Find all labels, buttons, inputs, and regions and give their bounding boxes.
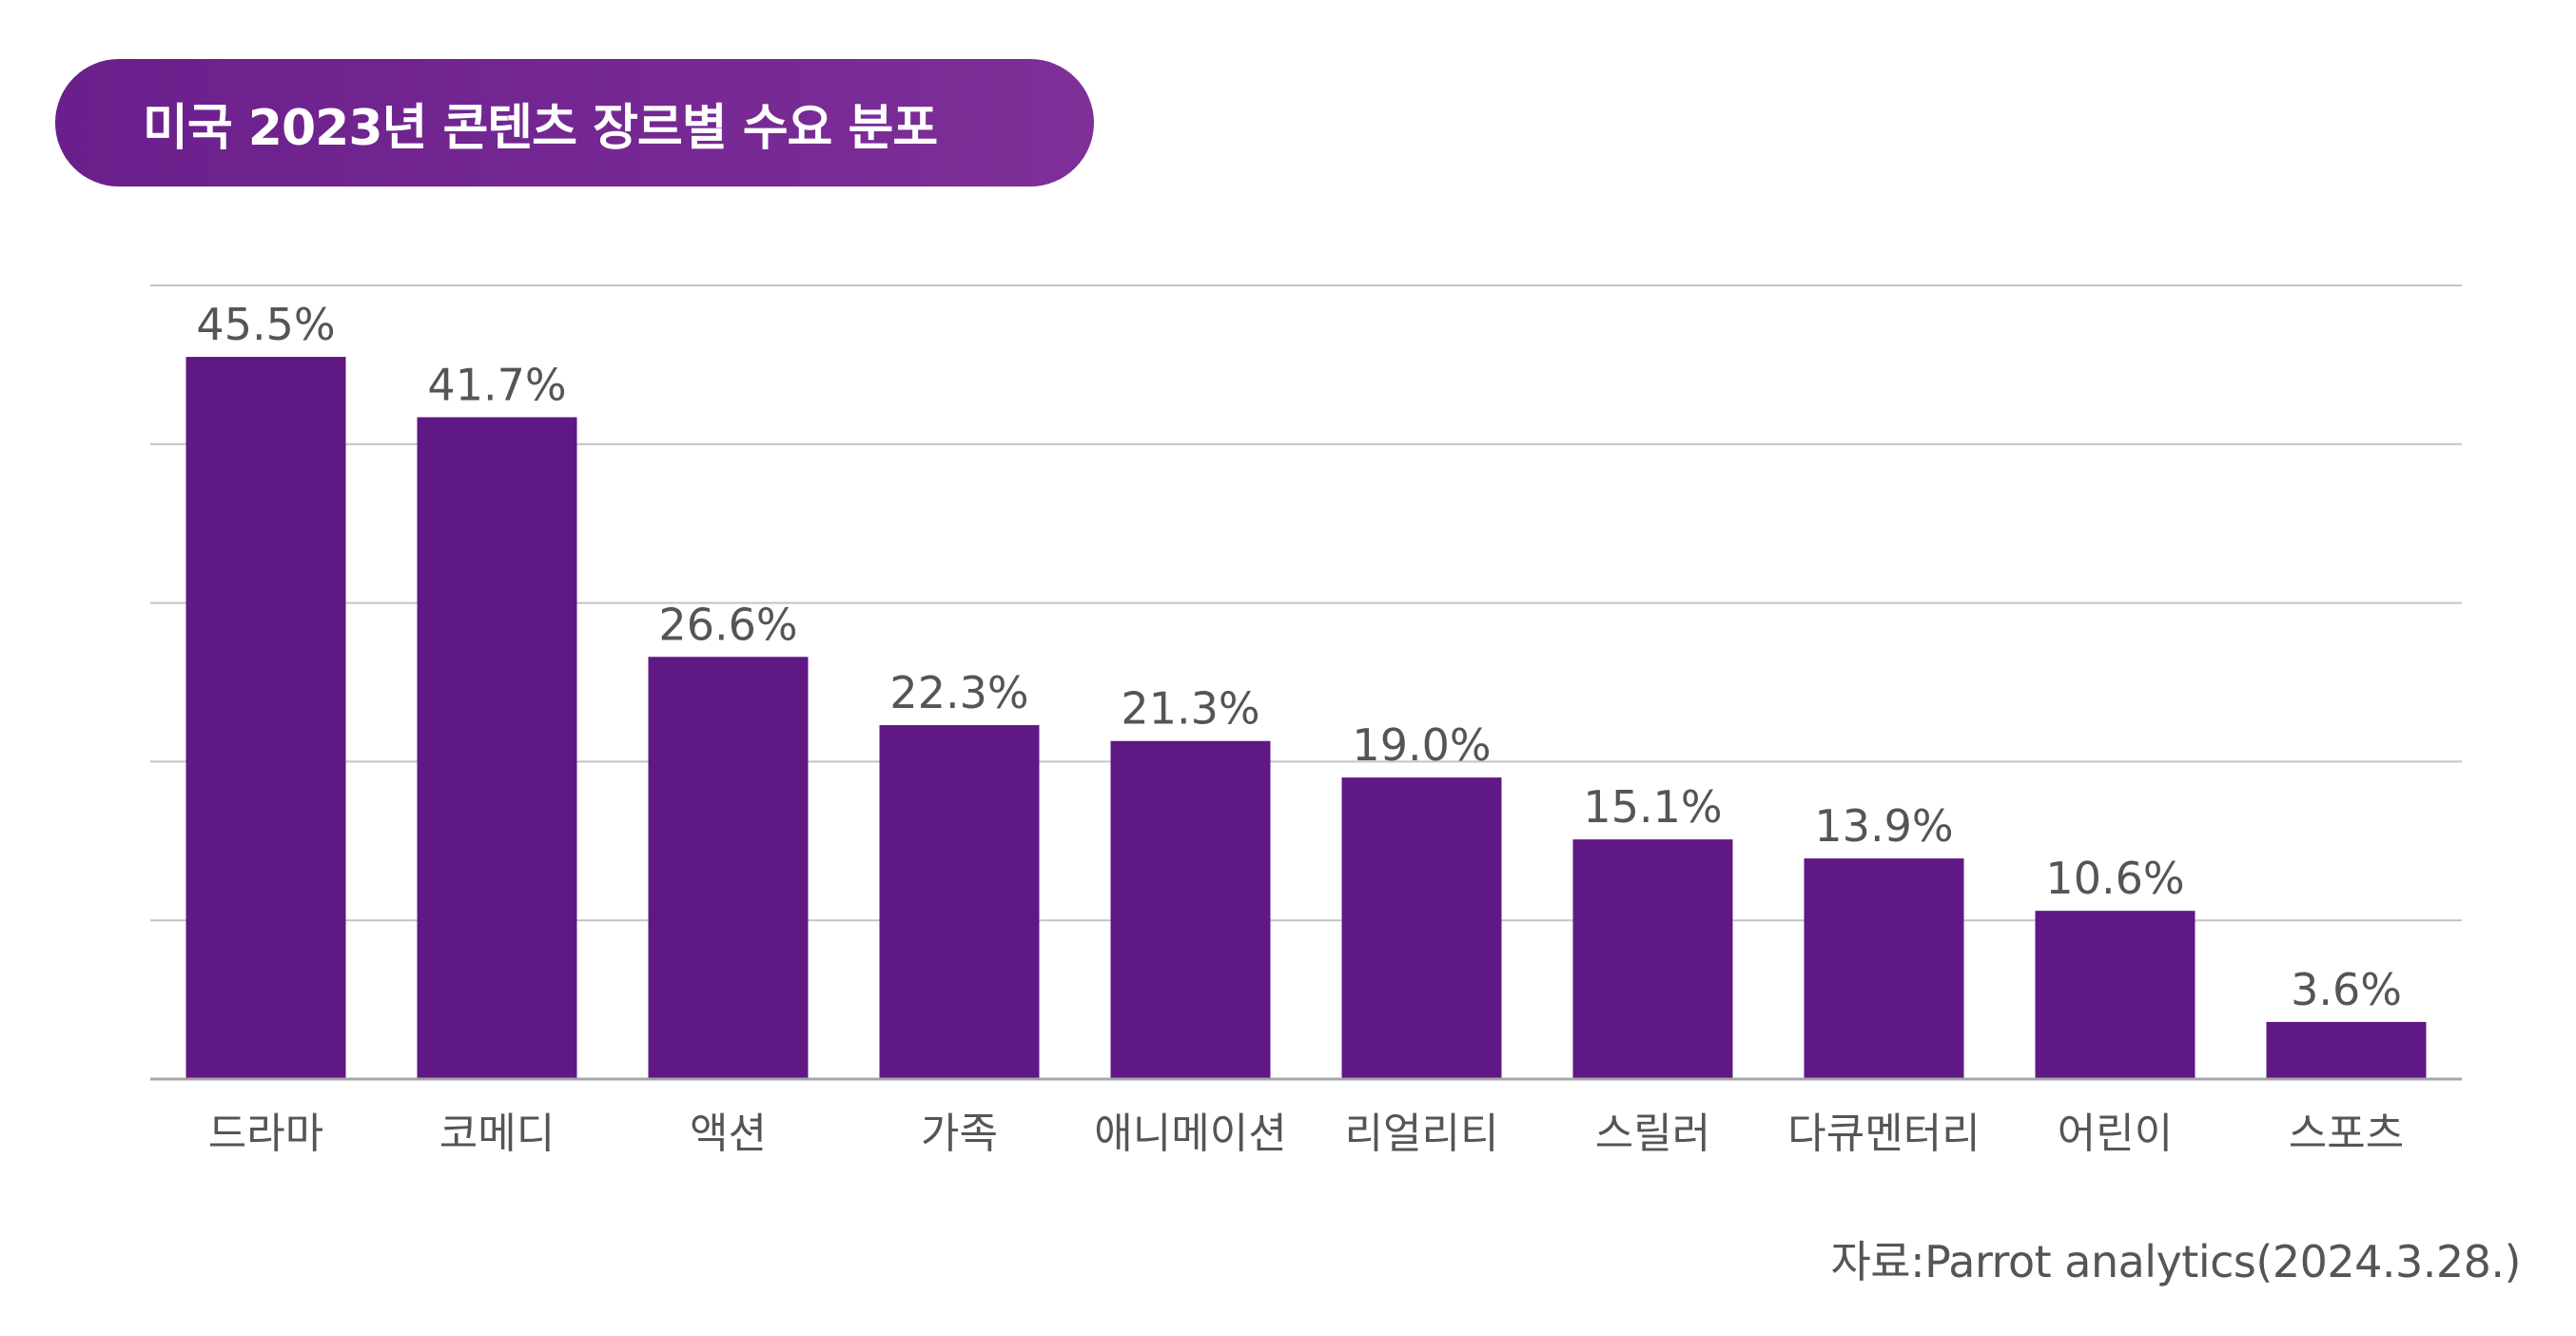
- data-label: 26.6%: [658, 599, 797, 650]
- data-labels: 45.5% 41.7% 26.6% 22.3% 21.3% 19.0% 15.1% 13.9%…: [196, 299, 2402, 1015]
- category-label: 어린이: [2058, 1110, 2173, 1158]
- bar: [2266, 1021, 2427, 1079]
- bar: [185, 357, 346, 1079]
- bar-chart: 45.5% 41.7% 26.6% 22.3% 21.3% 19.0% 15.1% 13.9%…: [150, 285, 2462, 1158]
- bar: [1341, 777, 1502, 1079]
- category-label: 애니메이션: [1094, 1110, 1286, 1158]
- bar: [648, 657, 809, 1079]
- bar: [879, 725, 1040, 1079]
- bar: [1804, 858, 1964, 1079]
- category-label: 가족: [921, 1110, 998, 1158]
- source-note: 자료:Parrot analytics(2024.3.28.): [1830, 1236, 2521, 1287]
- data-label: 41.7%: [427, 359, 566, 410]
- category-label: 코메디: [439, 1110, 555, 1158]
- data-label: 15.1%: [1583, 781, 1722, 833]
- data-label: 10.6%: [2045, 853, 2184, 904]
- category-label: 스포츠: [2289, 1110, 2404, 1158]
- data-label: 3.6%: [2291, 964, 2402, 1015]
- bars: [185, 357, 2427, 1080]
- category-labels: 드라마 코메디 액션 가족 애니메이션 리얼리티 스릴러 다큐멘터리 어린이 스포츠: [208, 1110, 2404, 1158]
- data-label: 19.0%: [1352, 719, 1491, 771]
- data-label: 21.3%: [1121, 683, 1259, 735]
- data-label: 45.5%: [196, 299, 335, 350]
- bar: [1110, 740, 1271, 1079]
- data-label: 13.9%: [1814, 800, 1953, 852]
- data-label: 22.3%: [889, 667, 1028, 718]
- category-label: 다큐멘터리: [1787, 1110, 1980, 1158]
- bar: [2035, 911, 2195, 1079]
- chart-title: 미국 2023년 콘텐츠 장르별 수요 분포: [143, 99, 938, 157]
- bar: [417, 417, 577, 1080]
- category-label: 스릴러: [1595, 1110, 1710, 1158]
- bar: [1572, 839, 1733, 1079]
- category-label: 리얼리티: [1345, 1110, 1499, 1158]
- category-label: 드라마: [208, 1110, 323, 1158]
- category-label: 액션: [690, 1110, 767, 1158]
- chart-title-pill: 미국 2023년 콘텐츠 장르별 수요 분포: [55, 59, 1094, 187]
